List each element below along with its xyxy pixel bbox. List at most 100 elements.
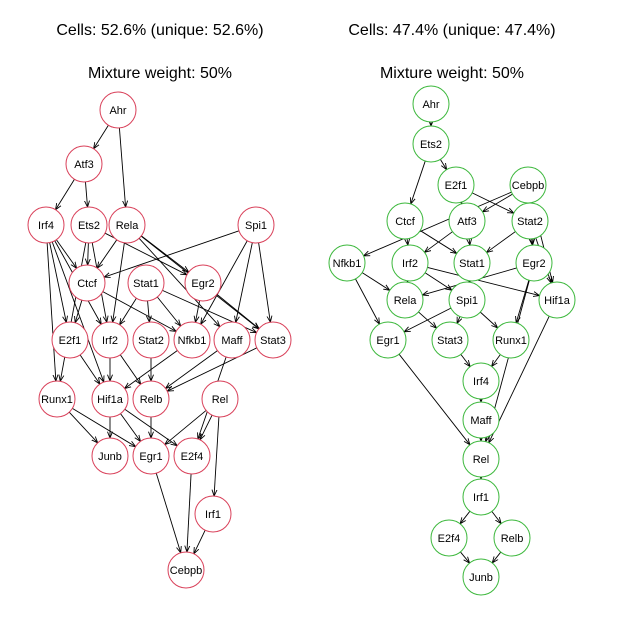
node-relb: Relb [493,519,531,557]
node-label: Ets2 [420,139,442,151]
node-label: Egr2 [191,278,214,290]
node-label: Egr1 [376,335,399,347]
node-stat1: Stat1 [453,244,491,282]
node-circle [511,202,549,240]
edge-rel-to-e2f4 [200,414,213,440]
edge-rel-to-irf1 [214,416,220,496]
node-label: Atf3 [457,216,477,228]
edge-nfkb1-to-egr1 [355,278,379,324]
node-egr2: Egr2 [515,244,553,282]
edge-irf4-to-runx1 [46,242,56,381]
node-e2f1: E2f1 [51,321,89,359]
edge-spi1-to-maff [236,242,253,323]
edge-egr2-to-runx1 [516,280,530,323]
node-e2f4: E2f4 [173,437,211,475]
node-label: Spi1 [456,295,478,307]
edge-spi1-to-nfkb1 [201,240,248,325]
edge-spi1-to-egr1 [404,307,452,332]
node-spi1: Spi1 [448,281,486,319]
node-label: E2f4 [438,533,461,545]
node-circle [201,380,239,418]
node-relb: Relb [132,380,170,418]
node-ctcf: Ctcf [68,264,106,302]
node-maff: Maff [213,321,251,359]
node-circle [127,264,165,302]
node-ctcf: Ctcf [386,202,424,240]
node-label: Rela [116,220,140,232]
right-cells-title: Cells: 47.4% (unique: 47.4%) [348,22,556,39]
node-label: Ctcf [77,278,98,290]
node-label: Stat1 [133,278,159,290]
node-rela: Rela [108,206,146,244]
node-egr2: Egr2 [184,264,222,302]
node-irf4: Irf4 [462,362,500,400]
edge-irf4-to-e2f1 [49,242,67,323]
node-maff: Maff [462,401,500,439]
node-circle [437,166,475,204]
node-label: E2f4 [181,451,204,463]
edge-stat3-to-irf4 [460,354,470,366]
node-label: Irf1 [205,509,221,521]
edge-stat2-to-egr2 [532,239,533,245]
node-circle [68,264,106,302]
node-irf1: Irf1 [194,495,232,533]
node-circle [237,206,275,244]
node-label: Ets2 [78,220,100,232]
edge-atf3-to-ets2 [85,181,87,207]
edge-ahr-to-atf3 [94,124,109,149]
node-label: Atf3 [74,159,94,171]
node-rel: Rel [462,440,500,478]
node-label: Irf4 [473,376,489,388]
node-label: Egr1 [139,451,162,463]
edge-spi1-to-stat3 [457,316,460,324]
edge-ets2-to-e2f1 [439,159,446,169]
node-circle [132,321,170,359]
node-circle [328,244,366,282]
edge-irf2-to-hif1a [427,266,539,295]
node-ets2: Ets2 [412,125,450,163]
node-circle [132,380,170,418]
edge-rel-to-egr1 [165,410,207,444]
edge-ctcf-to-nfkb1 [102,291,176,332]
node-spi1: Spi1 [237,206,275,244]
node-label: Rela [394,295,418,307]
node-circle [194,495,232,533]
node-circle [462,362,500,400]
node-label: Rel [473,454,490,466]
edge-irf1-to-cebpb [194,530,206,554]
edge-atf3-to-irf2 [424,231,453,253]
node-circle [412,85,450,123]
node-label: Maff [221,335,243,347]
edge-spi1-to-runx1 [480,311,497,328]
edge-e2f1-to-hif1a [79,354,100,384]
node-nfkb1: Nfkb1 [328,244,366,282]
node-label: Stat2 [138,335,164,347]
edge-nfkb1-to-hif1a [125,350,178,389]
node-label: Irf1 [473,492,489,504]
node-e2f4: E2f4 [430,519,468,557]
node-irf1: Irf1 [462,478,500,516]
node-circle [99,91,137,129]
edge-egr2-to-nfkb1 [195,300,201,323]
node-label: Junb [469,572,493,584]
edge-atf3-to-stat1 [469,239,470,245]
node-egr1: Egr1 [369,321,407,359]
node-label: Stat1 [459,258,485,270]
node-circle [493,519,531,557]
edge-nfkb1-to-rela [361,272,390,291]
node-label: Runx1 [41,394,73,406]
edge-runx1-to-junb [68,411,97,443]
node-label: Stat2 [517,216,543,228]
node-circle [184,264,222,302]
node-circle [70,206,108,244]
edge-cebpb-to-nfkb1 [364,191,512,256]
node-hif1a: Hif1a [538,281,576,319]
edge-runx1-to-egr1 [72,407,135,446]
node-atf3: Atf3 [65,145,103,183]
node-circle [453,244,491,282]
edge-relb-to-junb [492,551,502,563]
edge-egr1-to-cebpb [155,473,180,553]
node-circle [38,380,76,418]
node-egr1: Egr1 [132,437,170,475]
